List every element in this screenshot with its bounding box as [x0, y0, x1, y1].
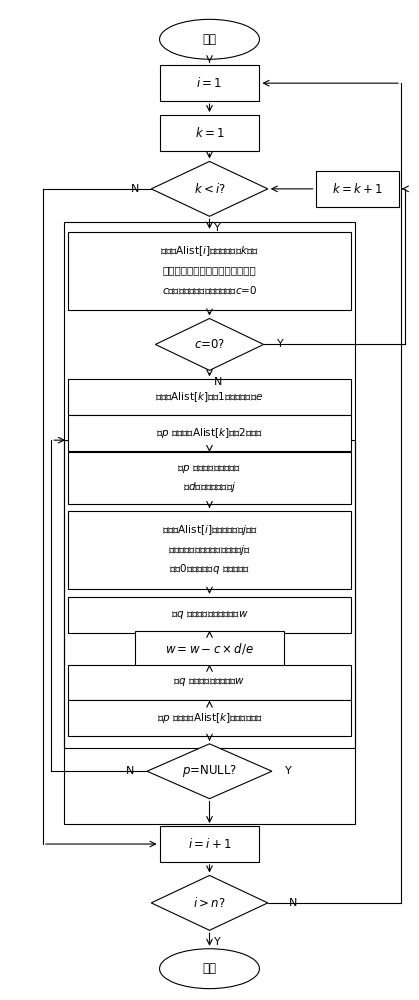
Ellipse shape	[160, 949, 259, 989]
Polygon shape	[147, 744, 272, 799]
Polygon shape	[151, 161, 268, 216]
Text: $i>n?$: $i>n?$	[193, 896, 226, 910]
Polygon shape	[151, 875, 268, 930]
Text: 结束: 结束	[202, 962, 217, 975]
Text: 值为0的元素，令$q$ 指向该元素: 值为0的元素，令$q$ 指向该元素	[169, 562, 250, 576]
Text: $c$，然后删除此元素项；否则令$c$=0: $c$，然后删除此元素项；否则令$c$=0	[162, 284, 257, 296]
Text: N: N	[214, 377, 222, 387]
FancyBboxPatch shape	[160, 115, 259, 151]
FancyBboxPatch shape	[68, 597, 351, 633]
Text: $k=1$: $k=1$	[195, 126, 224, 140]
Text: N: N	[130, 184, 139, 194]
Text: 把$p$ 指向的元素值赋给变: 把$p$ 指向的元素值赋给变	[177, 463, 242, 475]
Text: 素，如果找到了，元素值赋给变量: 素，如果找到了，元素值赋给变量	[163, 266, 256, 276]
FancyBboxPatch shape	[160, 65, 259, 101]
FancyBboxPatch shape	[160, 826, 259, 862]
Text: $i=i+1$: $i=i+1$	[188, 837, 231, 851]
Text: $i=1$: $i=1$	[197, 76, 222, 90]
Text: $k=k+1$: $k=k+1$	[332, 182, 383, 196]
Text: 把$q$ 指向的元素值更新为$w$: 把$q$ 指向的元素值更新为$w$	[173, 676, 246, 688]
Ellipse shape	[160, 19, 259, 59]
FancyBboxPatch shape	[68, 700, 351, 736]
Text: 令$p$ 指向链表Alist[$k$]的第2个元素: 令$p$ 指向链表Alist[$k$]的第2个元素	[156, 426, 263, 440]
Text: $w=w-c\times d/e$: $w=w-c\times d/e$	[165, 641, 254, 656]
FancyBboxPatch shape	[68, 379, 351, 415]
Text: Y: Y	[215, 937, 221, 947]
Text: Y: Y	[277, 339, 284, 349]
FancyBboxPatch shape	[68, 415, 351, 451]
Text: 把$q$ 指向的元素值赋给变量$w$: 把$q$ 指向的元素值赋给变量$w$	[171, 609, 248, 621]
FancyBboxPatch shape	[68, 511, 351, 589]
FancyBboxPatch shape	[68, 452, 351, 504]
Text: 量$d$，元素列号赋给$j$: 量$d$，元素列号赋给$j$	[183, 480, 236, 494]
Text: $k<i?$: $k<i?$	[194, 182, 225, 196]
Text: N: N	[126, 766, 134, 776]
Text: 在链表Alist[$i$]中寻找列号为$k$的元: 在链表Alist[$i$]中寻找列号为$k$的元	[160, 244, 259, 258]
FancyBboxPatch shape	[316, 171, 399, 207]
FancyBboxPatch shape	[68, 232, 351, 310]
Text: Y: Y	[215, 223, 221, 233]
Text: 素，如未找到则追加一个列号为$j$且: 素，如未找到则追加一个列号为$j$且	[168, 543, 251, 557]
Text: 开始: 开始	[202, 33, 217, 46]
Text: 取链表Alist[$k$]的第1个元素值赋给$e$: 取链表Alist[$k$]的第1个元素值赋给$e$	[155, 390, 264, 404]
Text: 在链表Alist[$i$]中寻找列号为$j$的元: 在链表Alist[$i$]中寻找列号为$j$的元	[162, 523, 257, 537]
Text: $c$=0?: $c$=0?	[194, 338, 225, 351]
Text: $p$=NULL?: $p$=NULL?	[182, 763, 237, 779]
FancyBboxPatch shape	[134, 631, 285, 667]
FancyBboxPatch shape	[68, 665, 351, 700]
Text: Y: Y	[285, 766, 292, 776]
Text: N: N	[289, 898, 297, 908]
Text: 令$p$ 指向链表Alist[$k$]的下一个元素: 令$p$ 指向链表Alist[$k$]的下一个元素	[157, 711, 262, 725]
Polygon shape	[155, 319, 264, 370]
